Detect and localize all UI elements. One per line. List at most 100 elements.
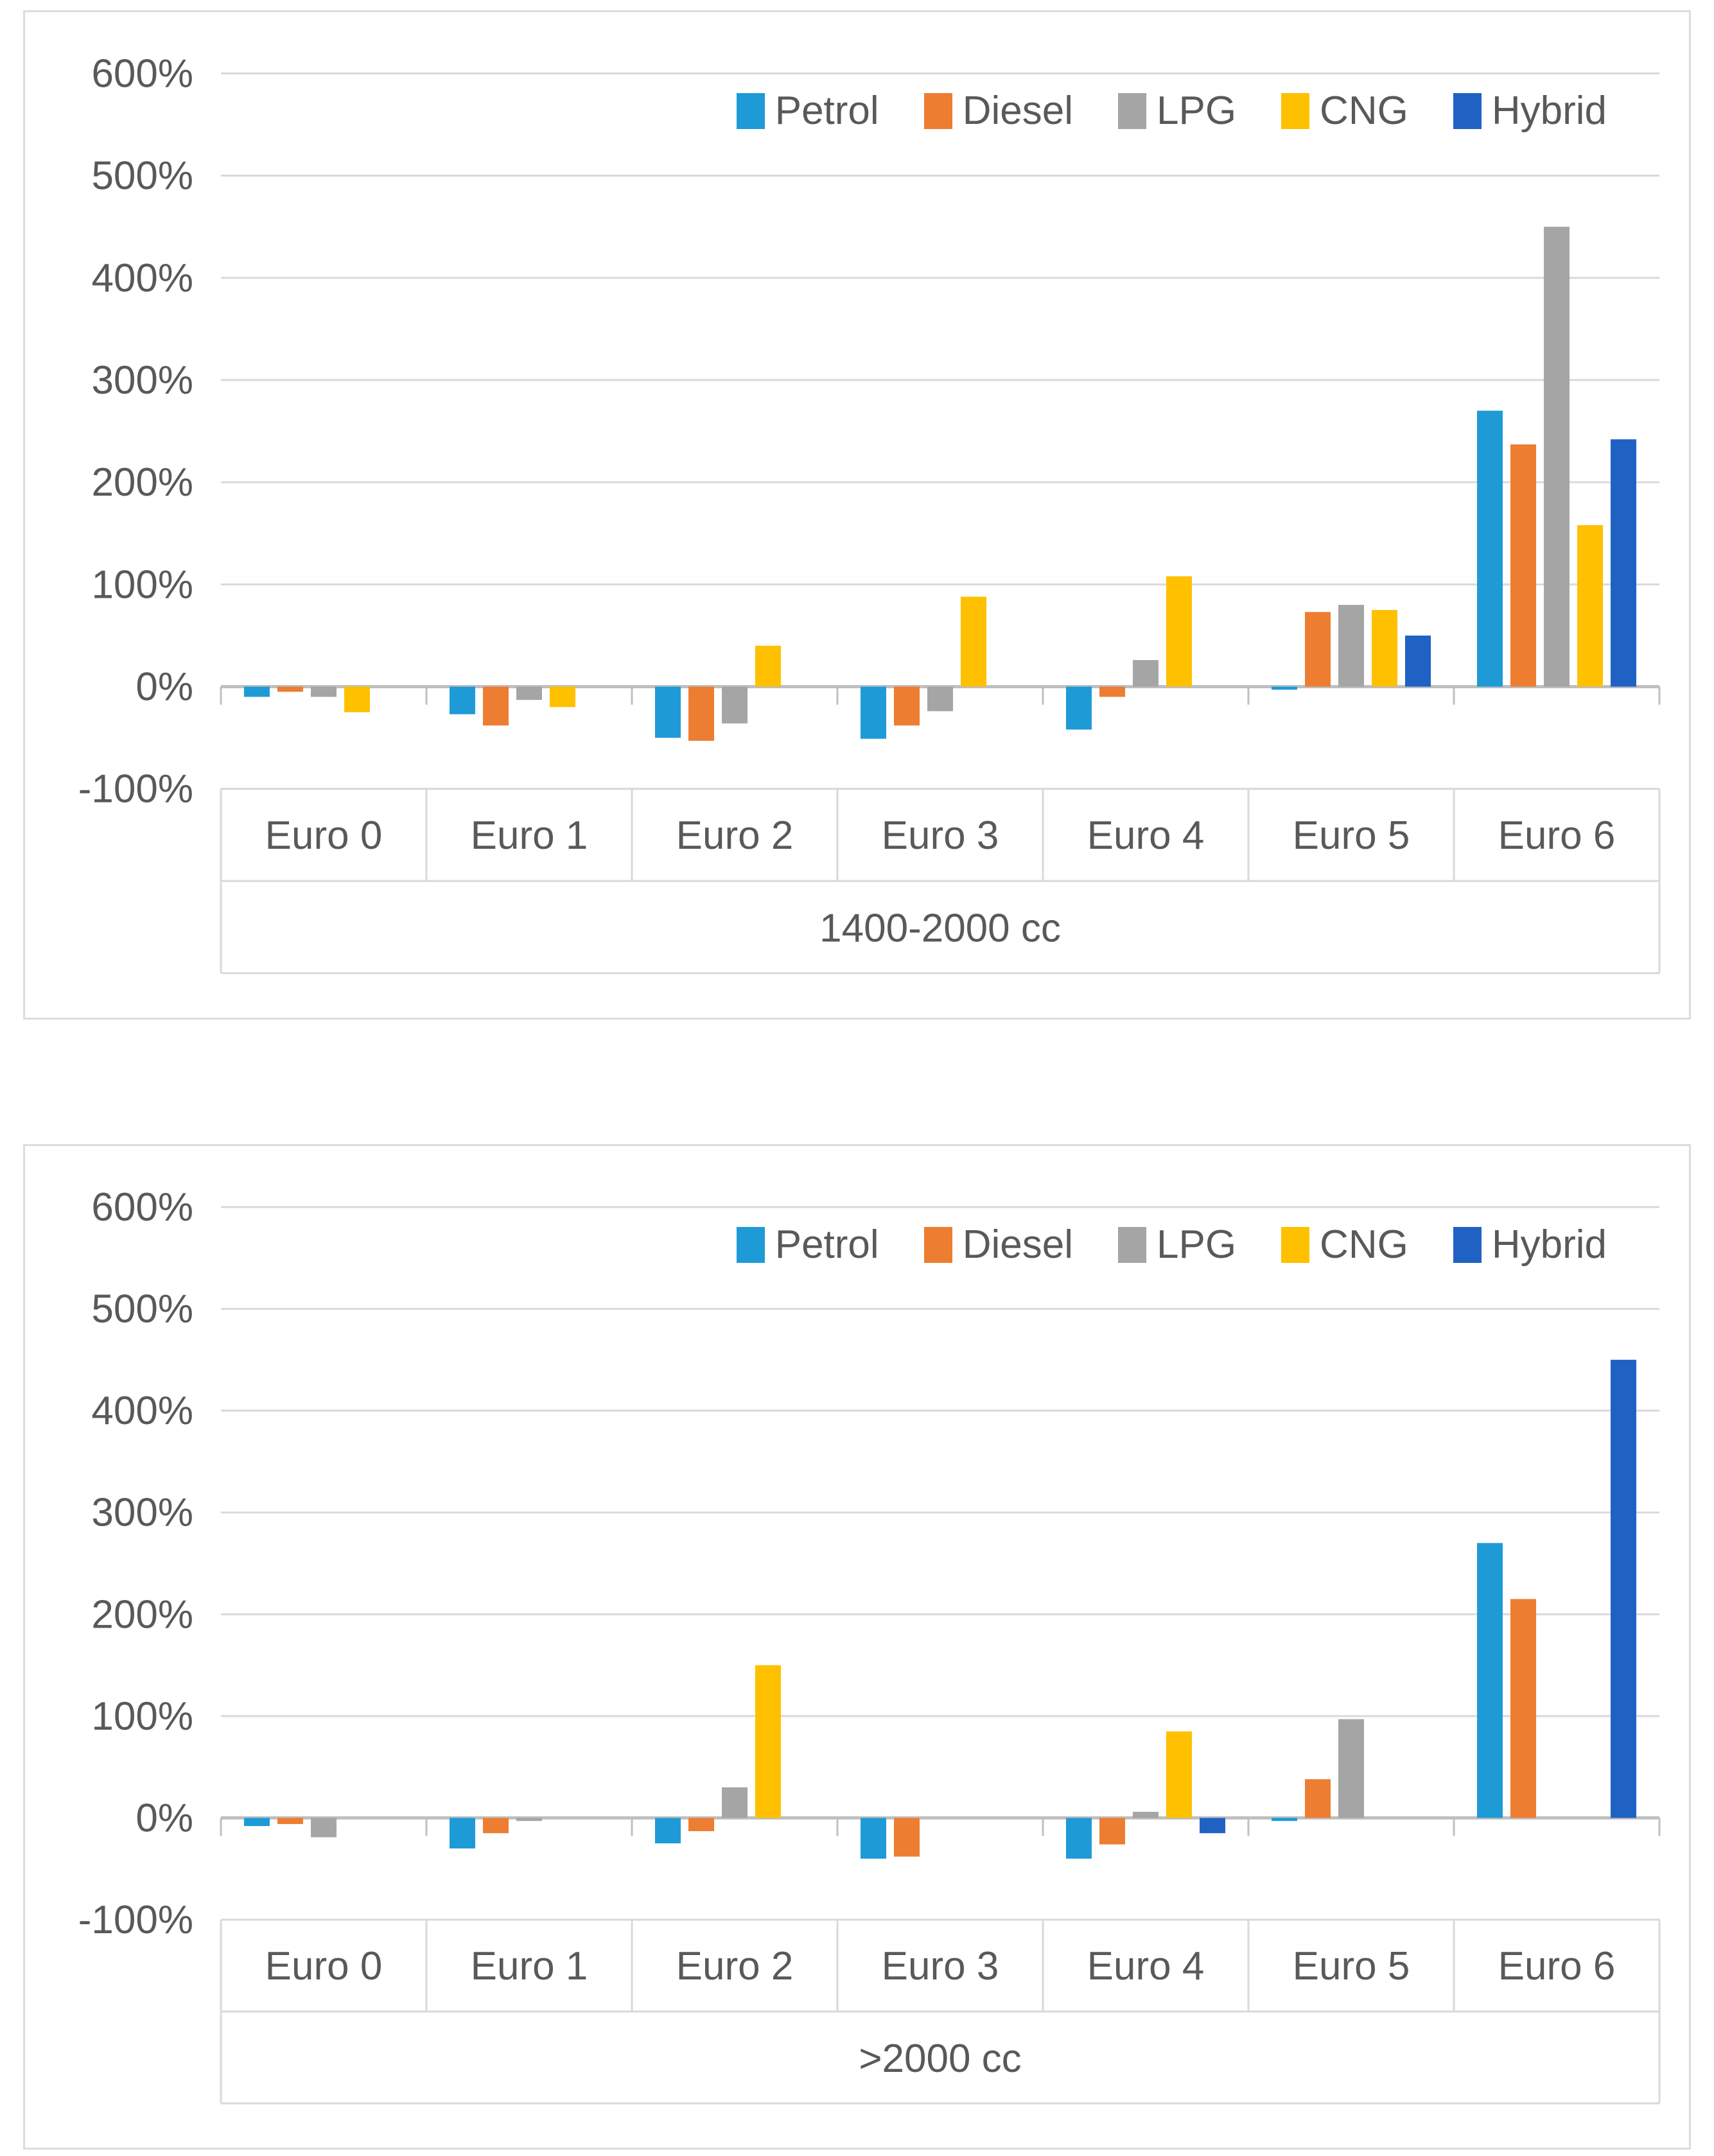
y-axis-tick-label: 600% — [91, 51, 193, 96]
bar-lpg-euro-2 — [722, 686, 748, 724]
bar-hybrid-euro-4 — [1200, 1818, 1225, 1834]
legend-swatch-cng-icon — [1281, 1226, 1310, 1263]
y-axis-tick-label: 100% — [91, 1694, 193, 1739]
legend-item-diesel: Diesel — [923, 88, 1073, 134]
bar-lpg-euro-5 — [1338, 605, 1364, 687]
legend-label: Petrol — [774, 1222, 879, 1267]
bar-petrol-euro-1 — [450, 686, 475, 715]
x-axis-category-label: Euro 6 — [1498, 1944, 1616, 1988]
bar-cng-euro-4 — [1166, 576, 1192, 687]
bar-lpg-euro-0 — [311, 686, 337, 697]
bar-petrol-euro-2 — [655, 1818, 681, 1844]
y-axis-tick-label: 200% — [91, 1592, 193, 1637]
bar-diesel-euro-1 — [483, 686, 509, 726]
y-axis-tick-label: 300% — [91, 358, 193, 403]
legend-swatch-diesel-icon — [923, 1226, 952, 1263]
bar-petrol-euro-0 — [244, 686, 270, 697]
bar-petrol-euro-4 — [1066, 686, 1092, 730]
bar-diesel-euro-3 — [894, 686, 920, 726]
chart-panel-gt2000cc: 600% 500% 400% 300% 200% 100% 0% -100% Euro 0 Eur… — [23, 1144, 1691, 2150]
bar-cng-euro-1 — [550, 686, 575, 708]
bar-lpg-euro-3 — [927, 686, 953, 711]
bar-petrol-euro-2 — [655, 686, 681, 738]
bar-diesel-euro-2 — [688, 1818, 714, 1832]
legend-item-hybrid: Hybrid — [1453, 1222, 1607, 1267]
bar-diesel-euro-0 — [277, 1818, 303, 1824]
y-axis-tick-label: 0% — [136, 1796, 193, 1840]
chart-panel-1400-2000cc: 600% 500% 400% 300% 200% 100% 0% -100% Euro 0 Eur… — [23, 10, 1691, 1020]
bar-petrol-euro-4 — [1066, 1818, 1092, 1859]
legend-item-petrol: Petrol — [736, 88, 879, 134]
legend-item-hybrid: Hybrid — [1453, 88, 1607, 134]
bar-cng-euro-0 — [344, 686, 370, 713]
bar-lpg-euro-1 — [516, 686, 542, 700]
legend-swatch-lpg-icon — [1117, 1226, 1146, 1263]
bar-petrol-euro-3 — [861, 1818, 886, 1859]
x-axis-category-label: Euro 4 — [1087, 1944, 1205, 1988]
legend-item-diesel: Diesel — [923, 1222, 1073, 1267]
bar-petrol-euro-1 — [450, 1818, 475, 1848]
y-axis-tick-label: 600% — [91, 1185, 193, 1230]
bar-diesel-euro-4 — [1099, 1818, 1125, 1845]
x-axis-category-label: Euro 1 — [471, 1944, 588, 1988]
x-axis-title: 1400-2000 cc — [819, 906, 1061, 950]
y-axis-tick-label: 500% — [91, 154, 193, 198]
bar-diesel-euro-0 — [277, 686, 303, 692]
legend-item-lpg: LPG — [1117, 1222, 1237, 1267]
bar-diesel-euro-6 — [1510, 444, 1536, 687]
bar-cng-euro-2 — [755, 1665, 781, 1818]
legend-label: CNG — [1320, 89, 1408, 133]
y-axis-tick-label: 200% — [91, 460, 193, 505]
y-axis-tick-label: 500% — [91, 1287, 193, 1332]
bar-lpg-euro-5 — [1338, 1719, 1364, 1818]
x-axis-title: >2000 cc — [859, 2037, 1021, 2081]
legend-item-cng: CNG — [1281, 1222, 1408, 1267]
y-axis-tick-label: -100% — [78, 767, 193, 812]
y-axis-tick-label: -100% — [78, 1898, 193, 1942]
bar-cng-euro-6 — [1577, 525, 1603, 687]
y-axis-tick-label: 100% — [91, 562, 193, 607]
x-axis-category-label: Euro 1 — [471, 813, 588, 858]
x-axis-category-label: Euro 5 — [1293, 1944, 1410, 1988]
x-axis-category-label: Euro 6 — [1498, 813, 1616, 858]
bar-petrol-euro-3 — [861, 686, 886, 739]
bar-diesel-euro-5 — [1305, 1779, 1331, 1818]
bar-petrol-euro-6 — [1477, 1543, 1503, 1818]
bar-lpg-euro-4 — [1133, 1811, 1159, 1818]
legend-label: Hybrid — [1491, 1222, 1607, 1267]
legend-swatch-lpg-icon — [1117, 92, 1146, 129]
legend-label: Diesel — [962, 1222, 1073, 1267]
y-axis-tick-label: 400% — [91, 256, 193, 300]
legend-label: LPG — [1156, 89, 1237, 133]
bar-cng-euro-4 — [1166, 1731, 1192, 1818]
legend-label: CNG — [1320, 1222, 1408, 1267]
bar-lpg-euro-2 — [722, 1787, 748, 1818]
x-axis-category-label: Euro 2 — [676, 1944, 794, 1988]
legend-item-cng: CNG — [1281, 88, 1408, 134]
x-axis-category-label: Euro 4 — [1087, 813, 1205, 858]
legend-swatch-cng-icon — [1281, 92, 1310, 129]
bar-petrol-euro-5 — [1272, 686, 1297, 690]
bar-lpg-euro-0 — [311, 1818, 337, 1838]
legend: Petrol Diesel LPG CNG Hybrid — [736, 1222, 1607, 1267]
bar-petrol-euro-6 — [1477, 410, 1503, 687]
legend-swatch-hybrid-icon — [1453, 1226, 1482, 1263]
bar-cng-euro-5 — [1372, 610, 1397, 687]
legend: Petrol Diesel LPG CNG Hybrid — [736, 88, 1607, 134]
bar-diesel-euro-1 — [483, 1818, 509, 1834]
legend-swatch-petrol-icon — [736, 1226, 765, 1263]
bar-diesel-euro-4 — [1099, 686, 1125, 697]
x-axis-category-label: Euro 3 — [882, 1944, 999, 1988]
legend-label: LPG — [1156, 1222, 1237, 1267]
legend-label: Diesel — [962, 89, 1073, 133]
bar-chart-1400-2000cc: 600% 500% 400% 300% 200% 100% 0% -100% Euro 0 Eur… — [78, 51, 1661, 975]
y-axis-tick-label: 400% — [91, 1389, 193, 1433]
bar-diesel-euro-5 — [1305, 612, 1331, 687]
legend-swatch-hybrid-icon — [1453, 92, 1482, 129]
bar-lpg-euro-1 — [516, 1818, 542, 1821]
legend-item-petrol: Petrol — [736, 1222, 879, 1267]
x-axis-category-label: Euro 5 — [1293, 813, 1410, 858]
bar-chart-gt2000cc: 600% 500% 400% 300% 200% 100% 0% -100% Euro 0 Eur… — [78, 1185, 1661, 2105]
bar-lpg-euro-6 — [1544, 227, 1570, 687]
x-axis-category-label: Euro 3 — [882, 813, 999, 858]
